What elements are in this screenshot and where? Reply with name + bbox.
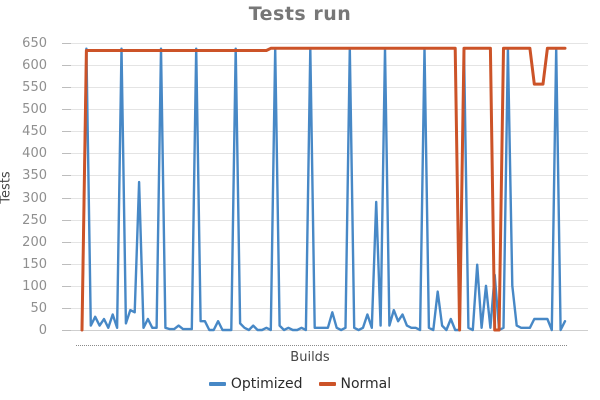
legend-label-optimized: Optimized — [230, 376, 303, 392]
legend-item-optimized[interactable]: Optimized — [208, 376, 303, 392]
y-axis-tick-label: 650 — [22, 35, 47, 51]
y-axis-tick-label: 50 — [30, 300, 47, 316]
series-lines — [80, 46, 567, 332]
y-axis-tick-label: 0 — [38, 322, 47, 338]
legend-item-normal[interactable]: Normal — [318, 376, 392, 392]
optimized-series-line — [80, 47, 567, 332]
y-axis-tick-label: 200 — [22, 234, 47, 250]
y-axis-tick-label: 300 — [22, 190, 47, 206]
normal-series-swatch-icon — [318, 382, 336, 386]
normal-series-line — [80, 46, 567, 332]
y-axis-tick-label: 400 — [22, 145, 47, 161]
y-axis-tick-label: 100 — [22, 278, 47, 294]
y-axis-title: Tests — [0, 171, 14, 204]
y-axis-tick-label: 500 — [22, 101, 47, 117]
legend: Optimized Normal — [0, 376, 600, 392]
y-axis-tick-label: 350 — [22, 167, 47, 183]
chart-title: Tests run — [248, 3, 352, 25]
x-axis-title: Builds — [290, 350, 330, 365]
optimized-series-swatch-icon — [208, 382, 226, 386]
y-axis-tick-label: 250 — [22, 212, 47, 228]
legend-label-normal: Normal — [340, 376, 392, 392]
y-axis-tick-label: 450 — [22, 123, 47, 139]
x-axis-build-ticks — [76, 345, 567, 346]
y-axis-tick-label: 550 — [22, 79, 47, 95]
y-axis-tick-label: 600 — [22, 57, 47, 73]
y-axis-tick-label: 150 — [22, 256, 47, 272]
